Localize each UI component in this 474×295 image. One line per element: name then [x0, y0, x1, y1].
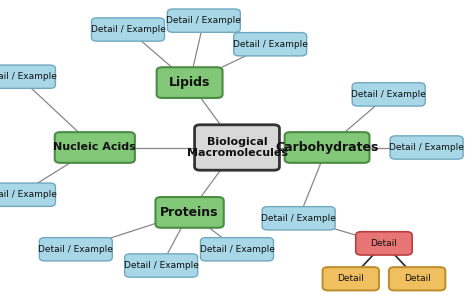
- Text: Proteins: Proteins: [160, 206, 219, 219]
- Text: Detail: Detail: [371, 239, 397, 248]
- FancyBboxPatch shape: [55, 132, 135, 163]
- Text: Lipids: Lipids: [169, 76, 210, 89]
- Text: Detail / Example: Detail / Example: [91, 25, 165, 34]
- Text: Nucleic Acids: Nucleic Acids: [54, 142, 136, 153]
- Text: Detail / Example: Detail / Example: [200, 245, 274, 254]
- Text: Carbohydrates: Carbohydrates: [275, 141, 379, 154]
- FancyBboxPatch shape: [234, 33, 307, 56]
- Text: Detail / Example: Detail / Example: [0, 72, 56, 81]
- FancyBboxPatch shape: [201, 238, 273, 261]
- FancyBboxPatch shape: [91, 18, 164, 41]
- Text: Detail / Example: Detail / Example: [351, 90, 426, 99]
- Text: Detail: Detail: [404, 274, 430, 283]
- Text: Detail / Example: Detail / Example: [233, 40, 308, 49]
- FancyBboxPatch shape: [390, 136, 463, 159]
- FancyBboxPatch shape: [0, 65, 55, 88]
- FancyBboxPatch shape: [125, 254, 198, 277]
- Text: Detail / Example: Detail / Example: [0, 190, 56, 199]
- Text: Detail / Example: Detail / Example: [38, 245, 113, 254]
- FancyBboxPatch shape: [284, 132, 369, 163]
- FancyBboxPatch shape: [155, 197, 224, 228]
- Text: Detail / Example: Detail / Example: [261, 214, 336, 223]
- Text: Detail: Detail: [337, 274, 364, 283]
- Text: Detail / Example: Detail / Example: [124, 261, 199, 270]
- FancyBboxPatch shape: [262, 206, 335, 230]
- FancyBboxPatch shape: [356, 232, 412, 255]
- FancyBboxPatch shape: [167, 9, 240, 32]
- FancyBboxPatch shape: [39, 238, 112, 261]
- FancyBboxPatch shape: [156, 67, 223, 98]
- FancyBboxPatch shape: [194, 125, 279, 170]
- FancyBboxPatch shape: [389, 267, 445, 290]
- FancyBboxPatch shape: [352, 83, 425, 106]
- Text: Detail / Example: Detail / Example: [166, 16, 241, 25]
- FancyBboxPatch shape: [322, 267, 379, 290]
- FancyBboxPatch shape: [0, 183, 55, 206]
- Text: Detail / Example: Detail / Example: [389, 143, 464, 152]
- Text: Biological
Macromolecules: Biological Macromolecules: [186, 137, 288, 158]
